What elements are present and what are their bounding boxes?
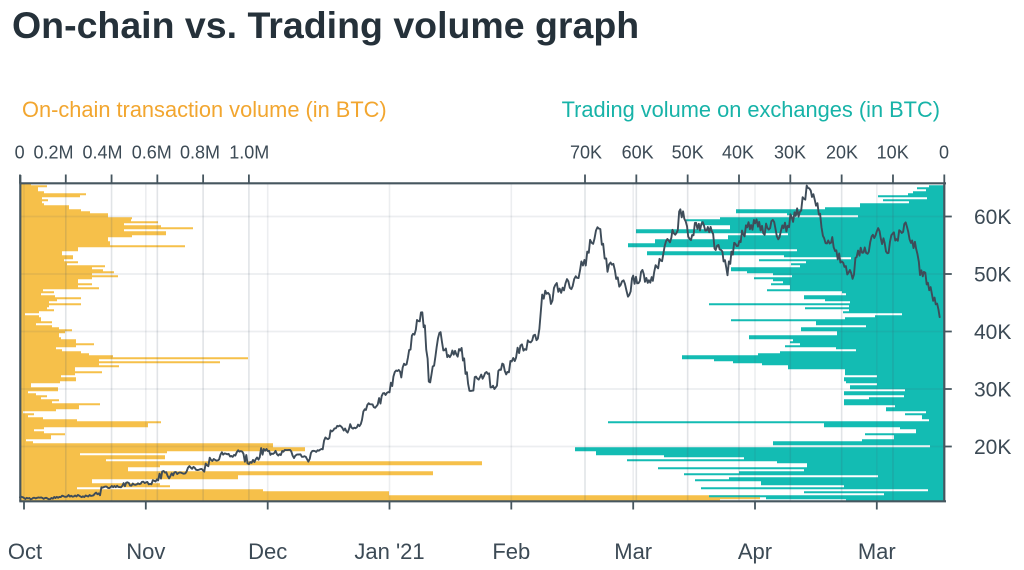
svg-text:10K: 10K: [877, 143, 909, 163]
svg-text:70K: 70K: [570, 143, 602, 163]
svg-text:1.0M: 1.0M: [229, 143, 269, 163]
svg-text:Jan '21: Jan '21: [354, 539, 424, 564]
svg-text:30K: 30K: [774, 143, 806, 163]
svg-text:30K: 30K: [974, 379, 1011, 402]
svg-text:50K: 50K: [672, 143, 704, 163]
svg-text:0.8M: 0.8M: [180, 143, 220, 163]
svg-text:40K: 40K: [722, 143, 754, 163]
svg-text:0.2M: 0.2M: [33, 143, 73, 163]
svg-text:Mar: Mar: [858, 539, 896, 564]
svg-text:50K: 50K: [974, 264, 1011, 287]
svg-text:Apr: Apr: [738, 539, 772, 564]
svg-text:0.6M: 0.6M: [132, 143, 172, 163]
svg-text:0: 0: [939, 143, 949, 163]
svg-text:60K: 60K: [622, 143, 654, 163]
svg-text:0: 0: [15, 143, 25, 163]
svg-text:Mar: Mar: [614, 539, 652, 564]
svg-text:Nov: Nov: [126, 539, 165, 564]
svg-text:Oct: Oct: [8, 539, 42, 564]
svg-text:Trading volume on exchanges (i: Trading volume on exchanges (in BTC): [562, 97, 940, 122]
svg-text:20K: 20K: [974, 436, 1011, 459]
svg-text:20K: 20K: [826, 143, 858, 163]
svg-text:60K: 60K: [974, 206, 1011, 229]
svg-text:On-chain vs. Trading volume gr: On-chain vs. Trading volume graph: [12, 4, 639, 46]
svg-text:Feb: Feb: [492, 539, 530, 564]
svg-text:0.4M: 0.4M: [82, 143, 122, 163]
svg-text:Dec: Dec: [248, 539, 287, 564]
svg-text:On-chain transaction volume (i: On-chain transaction volume (in BTC): [22, 97, 387, 122]
svg-text:40K: 40K: [974, 321, 1011, 344]
